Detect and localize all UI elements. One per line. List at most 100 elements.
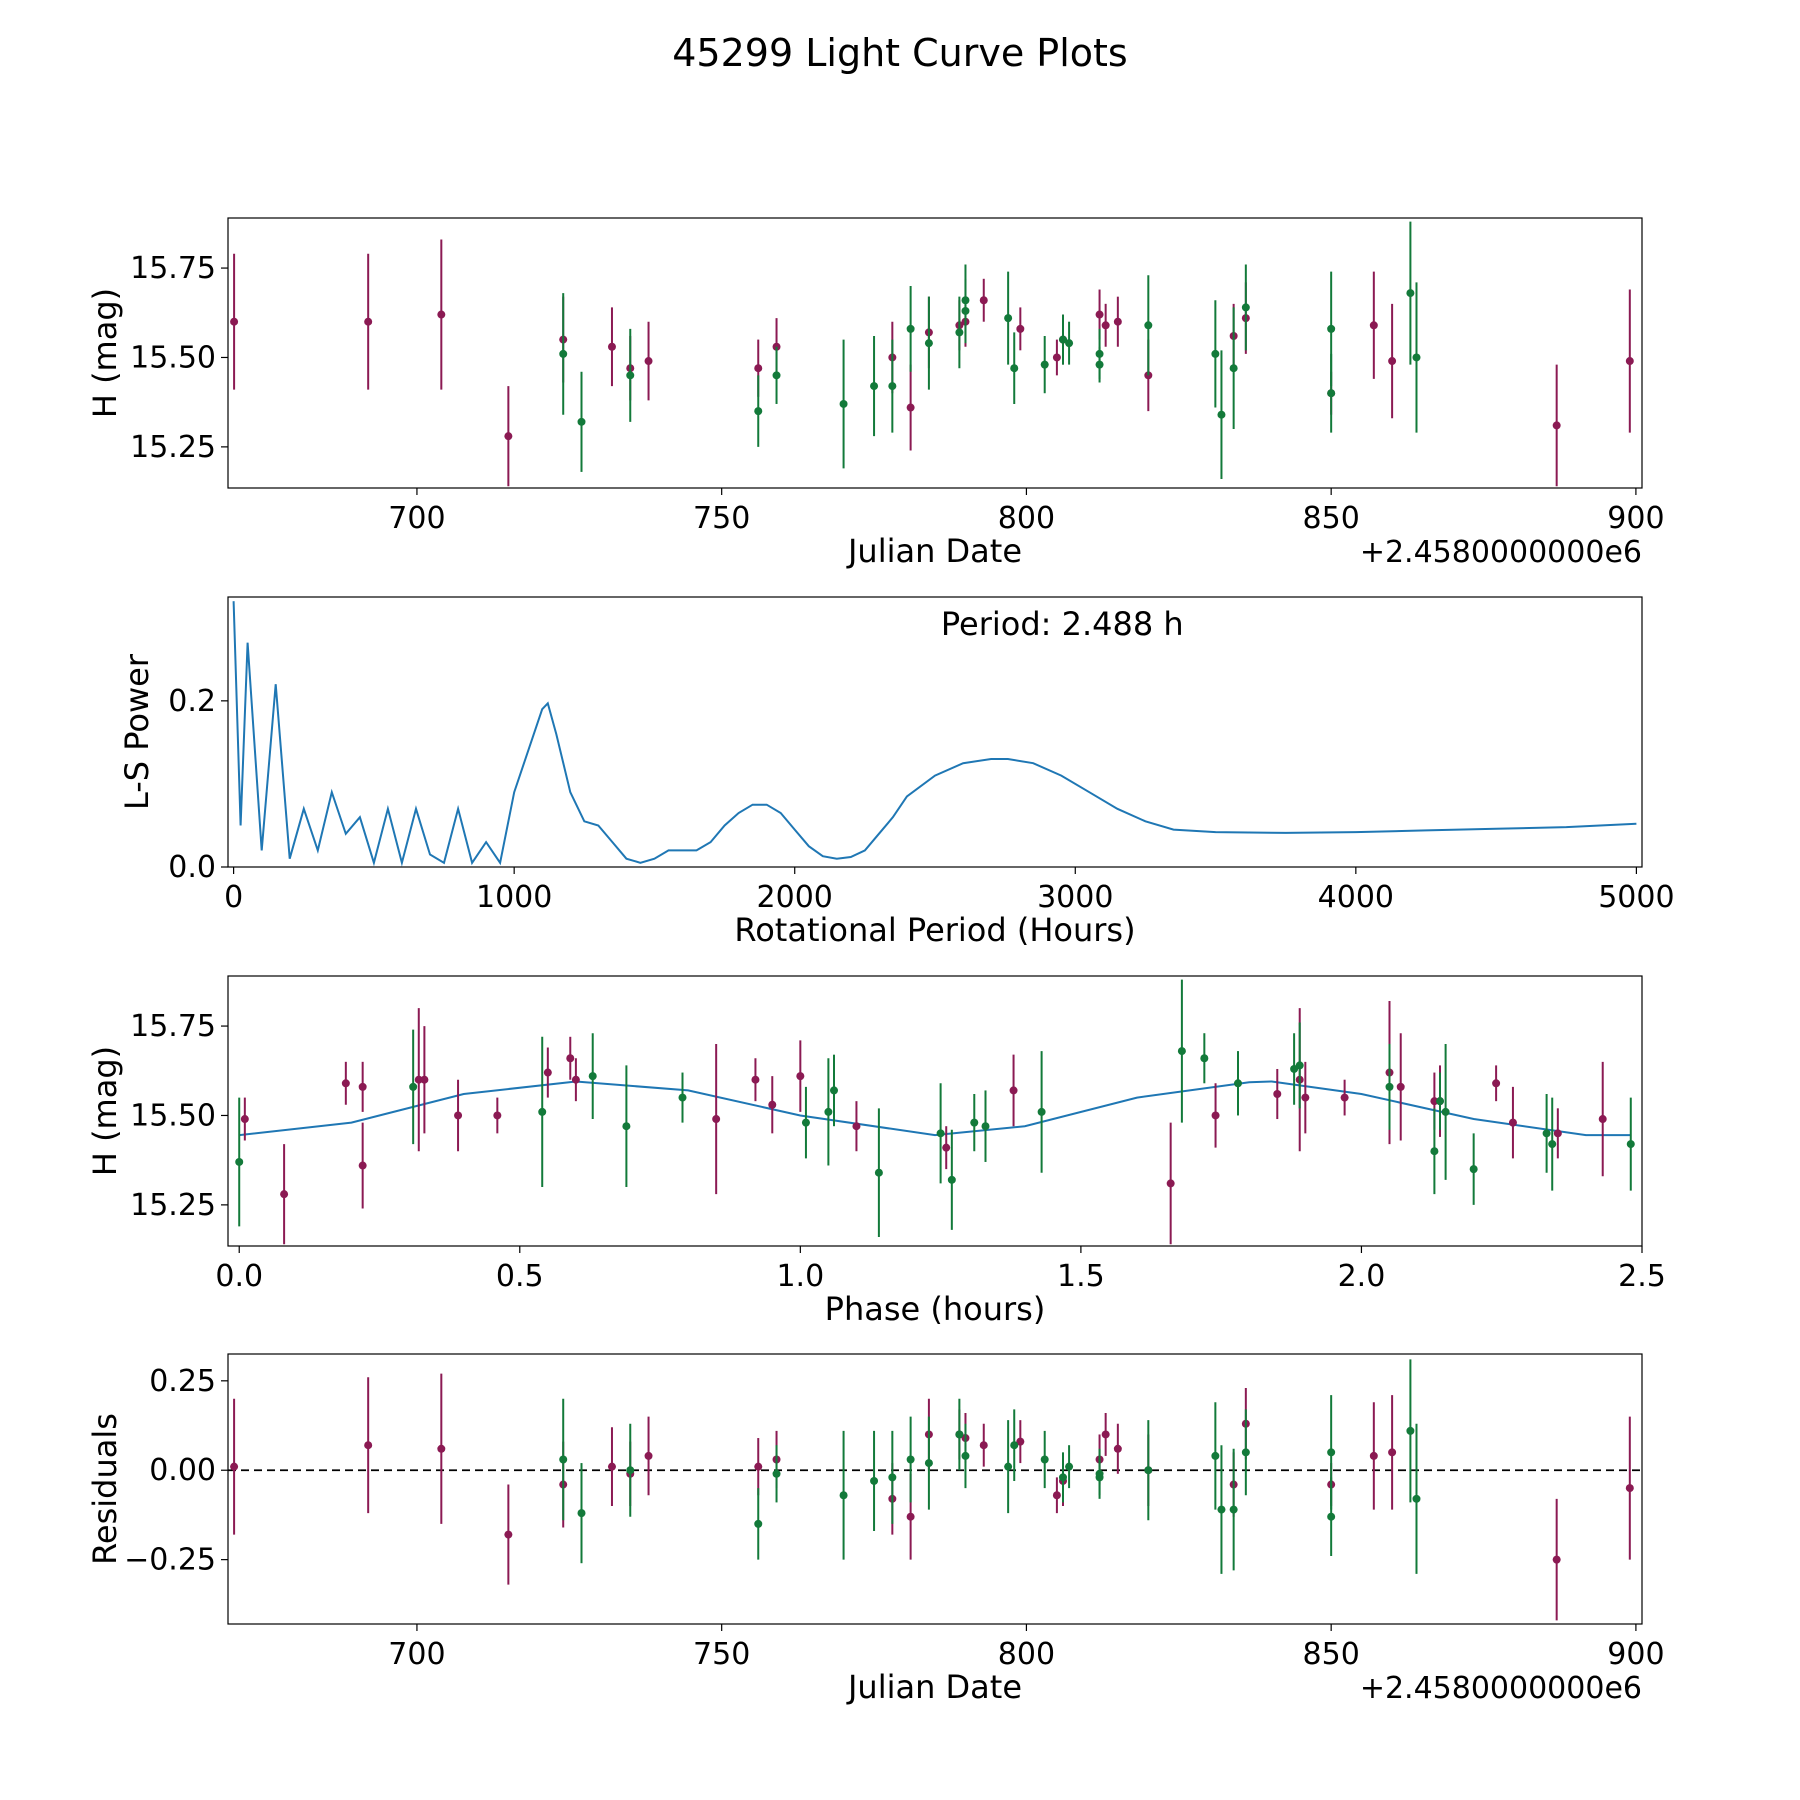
phase-xlabel: Phase (hours)	[825, 1290, 1046, 1328]
phase-point-green	[588, 1072, 597, 1081]
phase-point-magenta	[1430, 1097, 1439, 1106]
residuals-point-green	[1217, 1505, 1226, 1514]
phase-point-magenta	[493, 1111, 502, 1120]
periodogram-xlabel: Rotational Period (Hours)	[734, 911, 1135, 949]
lightcurve-frame	[227, 217, 1643, 489]
residuals-point-green	[577, 1509, 586, 1518]
residuals-point-green	[1004, 1462, 1013, 1471]
residuals-point-green	[961, 1451, 970, 1460]
phase-point-magenta	[751, 1075, 760, 1084]
lightcurve-point-magenta	[906, 403, 915, 412]
lightcurve-offset-label: +2.4580000000e6	[1360, 535, 1642, 570]
residuals-point-green	[1211, 1451, 1220, 1460]
residuals-ylabel: Residuals	[86, 1413, 124, 1565]
phase-point-magenta	[414, 1075, 423, 1084]
phase-point-green	[947, 1175, 956, 1184]
periodogram-xtick-label: 5000	[1598, 880, 1674, 915]
residuals-xtick-label: 900	[1607, 1637, 1664, 1672]
lightcurve-point-green	[1040, 360, 1049, 369]
phase-point-magenta	[1553, 1129, 1562, 1138]
phase-point-green	[1626, 1140, 1635, 1149]
phase-point-magenta	[852, 1122, 861, 1131]
residuals-point-green	[888, 1473, 897, 1482]
phase-point-green	[1234, 1079, 1242, 1088]
phase-xtick-label: 2.0	[1338, 1259, 1386, 1294]
residuals-ytick-label: 0.25	[149, 1364, 216, 1399]
residuals-point-green	[839, 1491, 848, 1500]
lightcurve-point-green	[626, 371, 635, 380]
phase-ytick-label: 15.75	[130, 1009, 216, 1044]
phase-ytick-label: 15.50	[130, 1098, 216, 1133]
lightcurve-point-magenta	[1101, 321, 1110, 330]
lightcurve-point-green	[754, 407, 763, 416]
phase-point-green	[1037, 1107, 1046, 1116]
lightcurve-point-magenta	[754, 364, 763, 373]
lightcurve-point-magenta	[1552, 421, 1561, 430]
residuals-xtick-label: 700	[388, 1637, 445, 1672]
lightcurve-xlabel: Julian Date	[846, 532, 1022, 570]
phase-point-green	[678, 1093, 687, 1102]
lightcurve-point-green	[1058, 335, 1067, 344]
lightcurve-point-magenta	[1388, 357, 1397, 366]
phase-xtick-label: 0.5	[496, 1259, 544, 1294]
lightcurve-point-green	[1004, 314, 1013, 323]
phase-point-green	[622, 1122, 631, 1131]
period-annotation: Period: 2.488 h	[941, 605, 1184, 643]
phase-xtick-label: 2.5	[1618, 1259, 1666, 1294]
periodogram-marks	[232, 601, 1637, 867]
phase-point-green	[824, 1107, 833, 1116]
lightcurve-xtick-label: 800	[998, 501, 1055, 536]
phase-point-magenta	[358, 1082, 367, 1091]
phase-point-magenta	[358, 1161, 367, 1170]
lightcurve-point-green	[1065, 339, 1074, 348]
periodogram-xtick-label: 3000	[1037, 880, 1113, 915]
phase-ytick-label: 15.25	[130, 1188, 216, 1223]
residuals-point-magenta	[364, 1441, 373, 1450]
residuals-point-green	[955, 1430, 964, 1439]
periodogram-xtick-label: 2000	[757, 880, 833, 915]
lightcurve-point-green	[559, 349, 568, 358]
panel-phase: 0.0 0.5 1.0 1.5 2.0 2.5 15.25 15.50 15.75 Phase …	[86, 975, 1666, 1328]
periodogram-ytick-label: 0.0	[168, 850, 216, 885]
lightcurve-point-green	[772, 371, 781, 380]
phase-point-magenta	[341, 1079, 350, 1088]
phase-point-magenta	[1211, 1111, 1220, 1120]
residuals-point-magenta	[1052, 1491, 1061, 1500]
lightcurve-point-magenta	[644, 357, 653, 366]
lightcurve-ytick-label: 15.75	[130, 251, 216, 286]
lightcurve-ylabel: H (mag)	[86, 288, 124, 418]
phase-marks	[235, 979, 1635, 1245]
residuals-point-magenta	[644, 1451, 653, 1460]
phase-point-magenta	[1009, 1086, 1018, 1095]
phase-point-magenta	[280, 1190, 289, 1199]
phase-point-magenta	[571, 1075, 580, 1084]
residuals-point-green	[1010, 1441, 1019, 1450]
phase-point-magenta	[454, 1111, 463, 1120]
residuals-point-green	[559, 1455, 568, 1464]
residuals-point-green	[906, 1455, 915, 1464]
residuals-point-magenta	[979, 1441, 988, 1450]
phase-point-magenta	[1508, 1118, 1517, 1127]
residuals-point-green	[1144, 1466, 1153, 1475]
lightcurve-ytick-label: 15.25	[130, 430, 216, 465]
residuals-point-green	[1095, 1469, 1104, 1478]
lightcurve-marks	[230, 221, 1634, 487]
phase-axes: 0.0 0.5 1.0 1.5 2.0 2.5 15.25 15.50 15.75	[130, 1009, 1666, 1294]
periodogram-ytick-label: 0.2	[168, 684, 216, 719]
lightcurve-point-green	[906, 324, 915, 333]
lightcurve-point-green	[961, 306, 970, 315]
phase-point-green	[936, 1129, 945, 1138]
residuals-ytick-label: −0.25	[124, 1543, 216, 1578]
residuals-axes: 700 750 800 850 900 −0.25 0.00 0.25	[124, 1364, 1664, 1672]
residuals-point-green	[924, 1459, 933, 1468]
lightcurve-ytick-label: 15.50	[130, 340, 216, 375]
phase-model-curve	[239, 1080, 1631, 1137]
lightcurve-point-green	[1229, 364, 1238, 373]
lightcurve-point-magenta	[1095, 310, 1104, 319]
lightcurve-point-green	[1406, 289, 1415, 298]
phase-point-magenta	[1396, 1082, 1405, 1091]
residuals-point-green	[772, 1469, 781, 1478]
phase-point-magenta	[768, 1100, 777, 1109]
figure-title: 45299 Light Curve Plots	[672, 31, 1127, 75]
periodogram-frame	[227, 596, 1643, 868]
